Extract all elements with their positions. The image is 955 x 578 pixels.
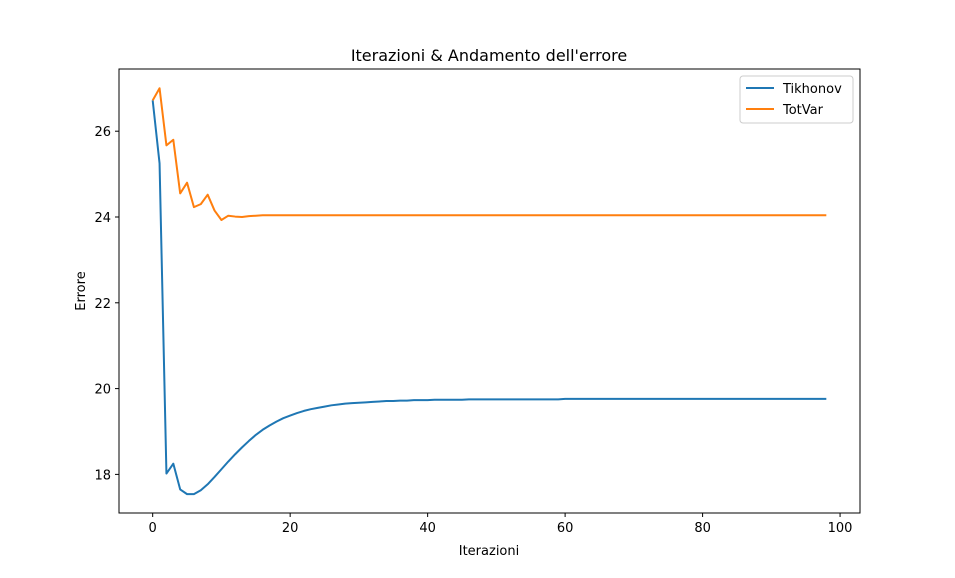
x-tick-label: 0 [149, 521, 157, 536]
x-axis-label: Iterazioni [459, 544, 519, 559]
x-tick-label: 60 [557, 521, 574, 536]
legend-label-tikhonov: Tikhonov [782, 82, 842, 97]
x-tick-label: 40 [419, 521, 436, 536]
x-axis: 0 20 40 60 80 100 [149, 513, 853, 536]
x-tick-label: 80 [694, 521, 711, 536]
y-axis-label: Errore [74, 271, 89, 310]
series-line-tikhonov [151, 100, 827, 496]
plot-frame [118, 68, 861, 514]
y-tick-label: 26 [94, 125, 111, 140]
y-tick-label: 20 [94, 383, 111, 398]
plot-lines [151, 87, 827, 496]
y-tick-label: 18 [94, 468, 111, 483]
series-line-totvar [151, 87, 827, 221]
x-tick-label: 100 [828, 521, 853, 536]
legend-label-totvar: TotVar [782, 103, 824, 118]
x-tick-label: 20 [282, 521, 299, 536]
legend: Tikhonov TotVar [739, 75, 854, 124]
chart-title: Iterazioni & Andamento dell'errore [351, 46, 627, 65]
y-tick-label: 22 [94, 297, 111, 312]
y-tick-label: 24 [94, 211, 111, 226]
y-axis: 18 20 22 24 26 [94, 125, 119, 483]
